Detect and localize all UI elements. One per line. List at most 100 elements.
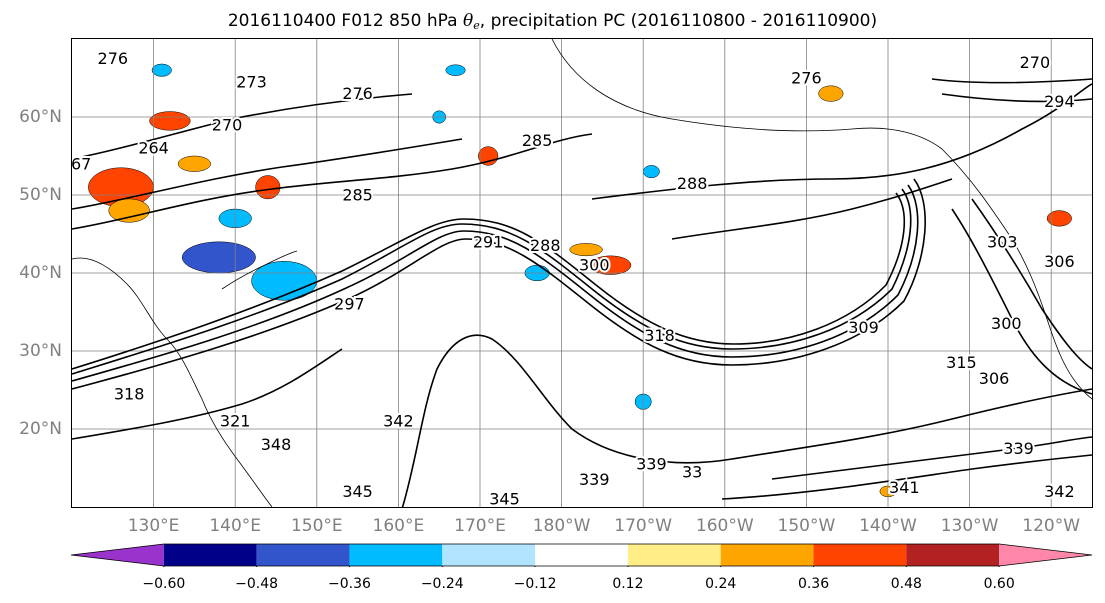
longitude-label: 120°W [1022, 516, 1081, 536]
longitude-label: 170°W [614, 516, 673, 536]
contour-label: 318 [644, 326, 675, 345]
precip-shade-region [108, 198, 150, 223]
longitude-label: 160°W [695, 516, 754, 536]
contour-label: 321 [220, 412, 251, 431]
colorbar-segment [163, 544, 257, 566]
latitude-label: 20°N [19, 419, 62, 439]
contour-north-1 [72, 133, 593, 230]
colorbar-tick-label: −0.36 [328, 576, 371, 592]
contour-label: 342 [383, 412, 414, 431]
colorbar-tick-label: −0.48 [235, 576, 279, 592]
precip-shade-region [181, 241, 256, 274]
latitude-label: 50°N [19, 185, 62, 205]
contour-label: 309 [848, 318, 879, 337]
latitude-label: 30°N [19, 341, 62, 361]
map-plot[interactable]: 276 273 276 270 264 267 285 285 288 291 288 300 297 3… [72, 39, 1092, 507]
theta-e-contour-layer [72, 78, 1092, 507]
colorbar [70, 543, 1093, 567]
colorbar-tick-label: 0.12 [612, 576, 644, 592]
contour-label: 273 [236, 72, 267, 91]
contour-label: 291 [473, 232, 504, 251]
precip-shade-region [589, 255, 632, 275]
colorbar-segment [349, 544, 443, 566]
colorbar-segment [627, 544, 721, 566]
longitude-label: 130°W [940, 516, 999, 536]
contour-label: 339 [1003, 439, 1034, 458]
contour-label: 348 [261, 435, 292, 454]
contour-label: 294 [1044, 92, 1075, 111]
contour-jet-3 [72, 184, 919, 382]
precip-shade-region [642, 165, 660, 179]
longitude-label: 140°W [859, 516, 917, 536]
contour-jet-4 [72, 178, 926, 390]
contour-south-4 [721, 454, 1092, 500]
colorbar-tick-label: 0.48 [890, 576, 922, 592]
longitude-label: 170°E [454, 516, 506, 536]
contour-label: 341 [889, 478, 920, 497]
colorbar-segment [71, 544, 164, 566]
contour-south-3 [771, 436, 1092, 480]
contour-label-layer: 276 273 276 270 264 267 285 285 288 291 288 300 297 3… [72, 47, 1077, 507]
contour-label: 306 [979, 369, 1010, 388]
colorbar-tick-label: −0.12 [513, 576, 557, 592]
map-frame[interactable]: 276 273 276 270 264 267 285 285 288 291 288 300 297 3… [71, 38, 1093, 508]
colorbar-tick-label: 0.24 [705, 576, 737, 592]
contour-label: 33 [682, 462, 702, 481]
coastline-north-america [941, 148, 1092, 400]
colorbar-tick-label: −0.24 [420, 576, 464, 592]
coastline-layer [72, 39, 1092, 507]
coastline-japan [221, 250, 298, 290]
contour-topright-2 [941, 93, 1092, 103]
contour-label: 270 [1020, 53, 1051, 72]
contour-label: 276 [791, 69, 822, 88]
title-theta: θ [463, 11, 474, 31]
title-theta-subscript: e [473, 19, 480, 32]
contour-south-2 [72, 348, 343, 440]
contour-label: 339 [579, 470, 610, 489]
contour-label: 276 [342, 84, 373, 103]
contour-label: 306 [1044, 252, 1075, 271]
contour-label: 339 [636, 455, 667, 474]
colorbar-segment [720, 544, 814, 566]
longitude-label: 160°E [372, 516, 425, 536]
title-suffix: , precipitation PC (2016110800 - 2016110… [479, 11, 878, 31]
contour-label: 285 [342, 186, 373, 205]
longitude-label: 180°W [532, 516, 591, 536]
longitude-label: 140°E [209, 516, 262, 536]
contour-label: 285 [522, 131, 553, 150]
colorbar-tick-label: −0.60 [142, 576, 186, 592]
precip-shade-region [177, 155, 211, 172]
latitude-label: 60°N [19, 107, 62, 127]
contour-label: 318 [114, 384, 145, 403]
contour-label: 270 [212, 115, 243, 134]
contour-north-4 [591, 83, 1092, 200]
precipitation-shading-layer [88, 63, 1072, 498]
precip-shade-region [445, 64, 466, 76]
longitude-label: 150°W [777, 516, 836, 536]
colorbar-tick-label: 0.60 [983, 576, 1015, 592]
contour-south-1 [401, 334, 1092, 507]
contour-label: 276 [98, 49, 129, 68]
precip-shade-region [569, 243, 603, 257]
coastline-asia [72, 257, 273, 507]
contour-label: 303 [987, 232, 1018, 251]
contour-label: 345 [489, 490, 520, 507]
precip-shade-region [818, 85, 844, 102]
contour-east-2 [971, 198, 1092, 370]
title-prefix: 2016110400 F012 850 hPa [227, 11, 463, 31]
contour-north-3 [72, 93, 413, 160]
contour-label: 264 [138, 139, 169, 158]
longitude-label: 130°E [127, 516, 180, 536]
colorbar-segment [442, 544, 536, 566]
colorbar-segment [256, 544, 350, 566]
colorbar-segment [813, 544, 907, 566]
latitude-label: 40°N [19, 263, 62, 283]
contour-north-2 [72, 138, 463, 210]
colorbar-segment [906, 544, 1000, 566]
precip-shade-region [151, 63, 172, 77]
contour-label: 300 [991, 314, 1022, 333]
precip-shade-region [1046, 210, 1072, 227]
colorbar-segment [535, 544, 628, 566]
contour-topright [931, 78, 1092, 84]
coastline-alaska [551, 39, 943, 150]
